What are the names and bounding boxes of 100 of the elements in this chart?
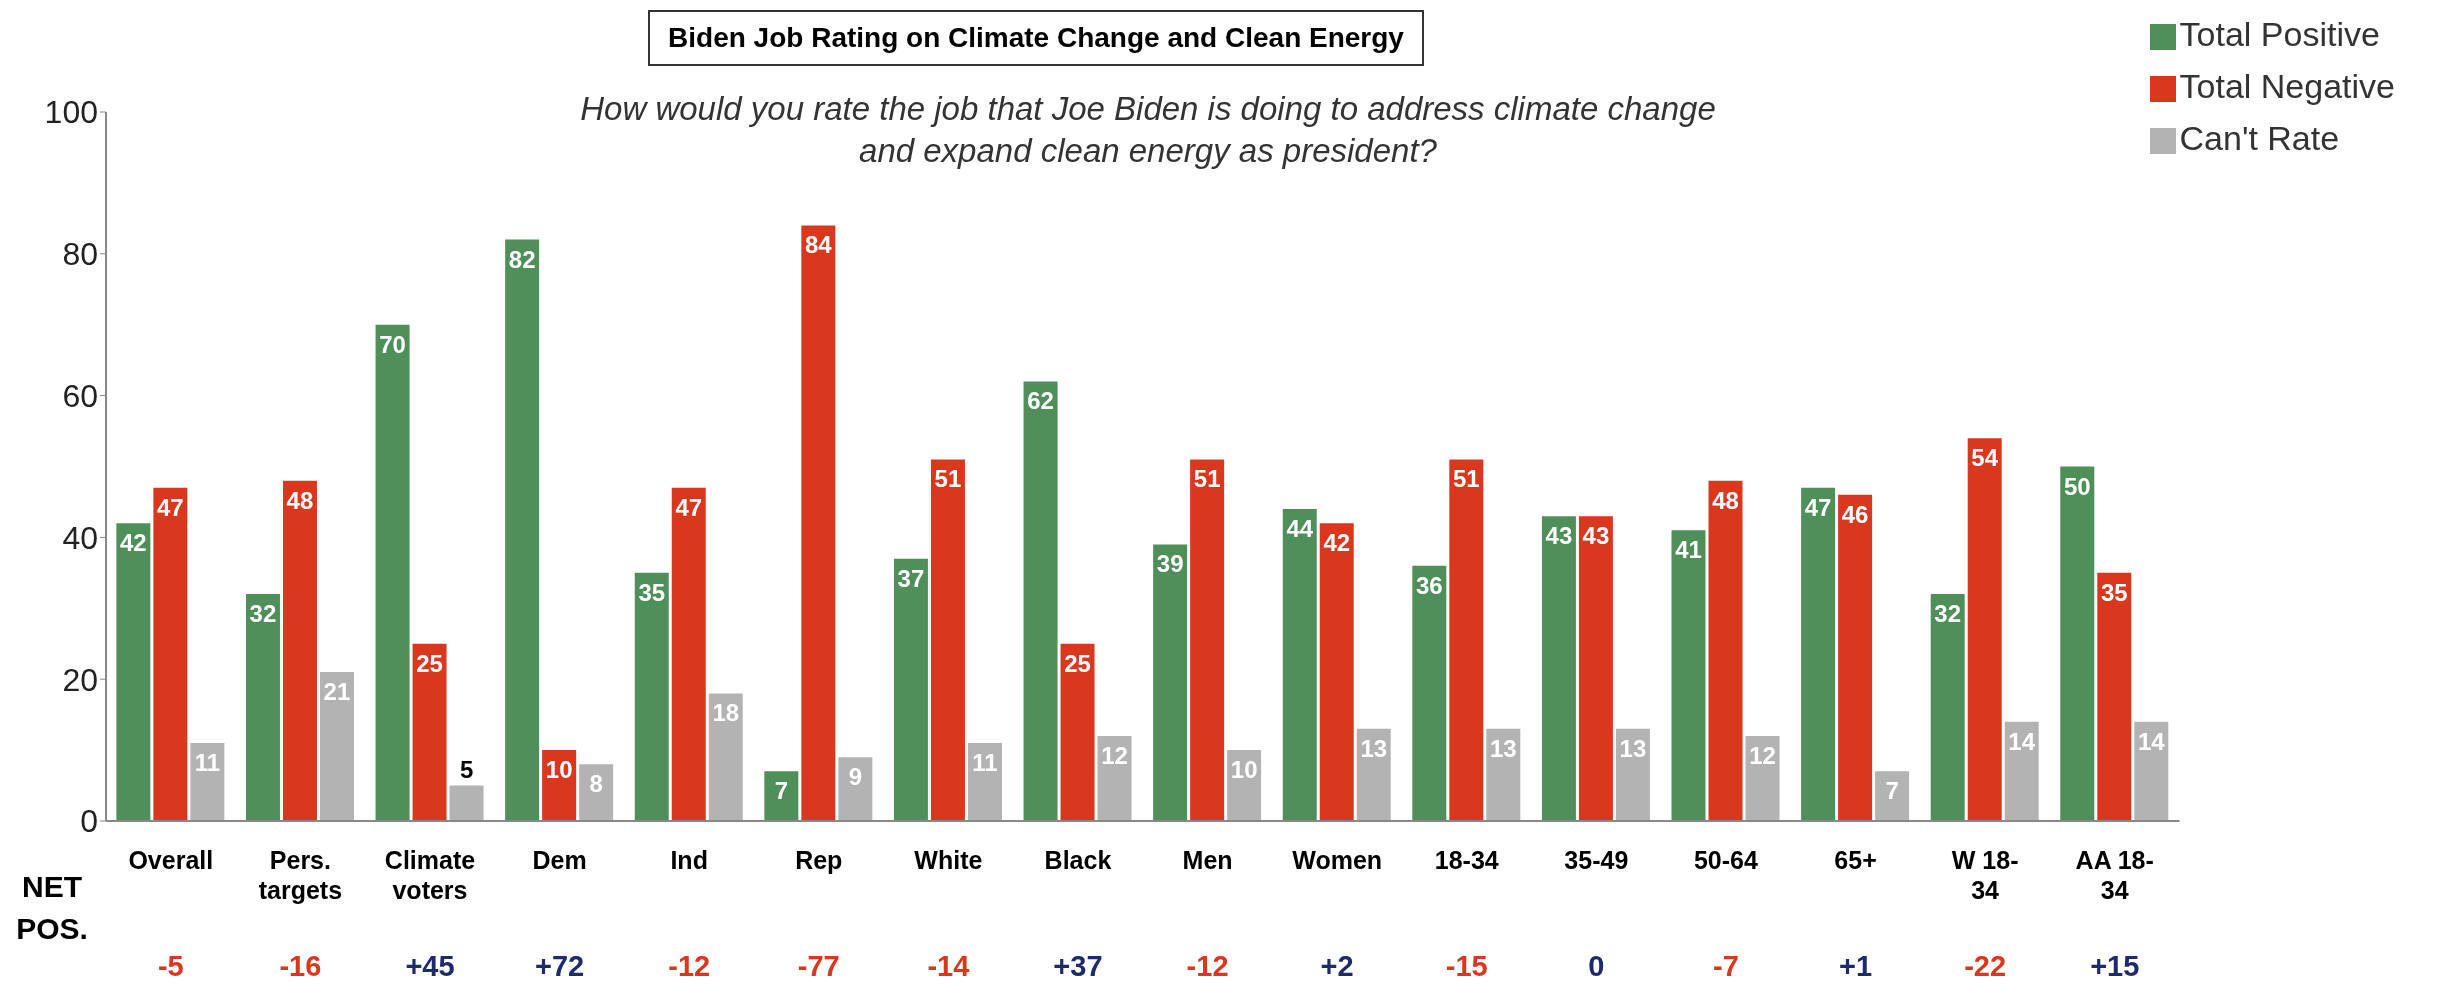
data-label: 82 <box>508 245 536 273</box>
data-label: 50 <box>2063 472 2091 500</box>
text: +1 <box>1839 950 1873 982</box>
data-label: 42 <box>120 529 147 557</box>
data-label: 47 <box>675 493 703 521</box>
text: +72 <box>534 950 585 982</box>
text: +15 <box>2090 950 2140 982</box>
x-tick-label: Overall <box>128 846 214 874</box>
bar <box>1449 459 1484 821</box>
data-label: 25 <box>1064 649 1091 677</box>
text: +45 <box>405 950 455 982</box>
bar <box>1930 594 1965 821</box>
x-tick-label: Women <box>1292 846 1383 874</box>
x-tick-label: Black <box>1044 846 1112 874</box>
bar <box>1745 735 1780 821</box>
bar <box>153 487 188 821</box>
x-tick-label: Pers. targets <box>258 846 343 904</box>
data-label: 14 <box>2137 727 2166 755</box>
bar <box>1153 544 1188 821</box>
bar <box>1708 480 1743 821</box>
bar <box>375 324 410 821</box>
data-label: 47 <box>157 493 184 521</box>
data-label: 47 <box>1804 493 1832 521</box>
bar <box>190 743 225 821</box>
data-label: 18 <box>712 699 740 727</box>
data-label: 48 <box>1712 486 1739 514</box>
bar <box>930 459 965 821</box>
text: -5 <box>157 950 184 982</box>
y-tick-label: 0 <box>80 803 98 840</box>
data-label: 43 <box>1545 522 1573 550</box>
text: -16 <box>279 950 322 982</box>
x-tick-label: Rep <box>795 846 843 874</box>
bar <box>1875 771 1910 821</box>
data-label: 42 <box>1323 529 1351 557</box>
bar <box>319 672 354 821</box>
data-label: 12 <box>1101 741 1128 769</box>
bar <box>764 771 799 821</box>
bar <box>505 239 540 821</box>
x-tick-label: Men <box>1182 846 1233 874</box>
chart-title: Biden Job Rating on Climate Change and Clean Energy <box>648 10 1424 66</box>
data-label: 70 <box>379 330 406 358</box>
bar <box>838 757 873 821</box>
x-tick-label: 18-34 <box>1434 846 1499 874</box>
y-tick-label: 40 <box>62 519 98 556</box>
data-label: 5 <box>459 755 474 783</box>
text: -12 <box>1186 950 1229 982</box>
data-label: 8 <box>589 770 603 798</box>
bar <box>245 594 280 821</box>
data-label: 11 <box>194 749 221 777</box>
data-label: 32 <box>1934 600 1962 628</box>
x-tick-label: 35-49 <box>1564 846 1629 874</box>
data-label: 11 <box>972 749 998 777</box>
bar <box>1967 438 2002 821</box>
bar <box>1578 516 1613 821</box>
text: +2 <box>1320 950 1354 982</box>
x-tick-label: Climate voters <box>384 846 476 904</box>
bar <box>1615 728 1650 821</box>
bar <box>2004 721 2039 821</box>
data-label: 44 <box>1286 515 1314 543</box>
bar <box>1541 516 1576 821</box>
x-tick-label: 65+ <box>1834 846 1877 874</box>
x-tick-label: AA 18-34 <box>2075 846 2154 904</box>
data-label: 10 <box>545 756 573 784</box>
text: -15 <box>1445 950 1488 982</box>
bar <box>282 480 317 821</box>
x-tick-label: Ind <box>670 846 708 874</box>
bar <box>2060 466 2095 821</box>
bar <box>671 487 706 821</box>
legend-label: Can't Rate <box>2179 119 2340 157</box>
data-label: 51 <box>1452 465 1480 493</box>
bar <box>1801 487 1836 821</box>
data-label: 25 <box>416 649 443 677</box>
x-tick-label: W 18-34 <box>1951 846 2019 904</box>
legend-label: Total Positive <box>2179 15 2380 53</box>
data-label: 37 <box>897 564 925 592</box>
bar <box>1282 509 1317 821</box>
y-tick-label: 100 <box>44 94 98 131</box>
data-label: 43 <box>1582 522 1610 550</box>
data-label: 62 <box>1027 387 1054 415</box>
text: -14 <box>927 950 970 982</box>
y-tick-label: 20 <box>62 661 98 698</box>
text: -22 <box>1964 950 2007 982</box>
text: -7 <box>1713 950 1739 982</box>
y-tick-label: 60 <box>62 377 98 414</box>
data-label: 35 <box>638 578 666 606</box>
data-label: 84 <box>804 231 833 259</box>
bar <box>579 764 614 821</box>
legend-label: Total Negative <box>2179 67 2395 105</box>
text: +37 <box>1053 950 1103 982</box>
bar <box>1023 381 1058 821</box>
bar <box>893 558 928 821</box>
bar <box>801 225 836 821</box>
text: 0 <box>1588 950 1605 982</box>
text: -12 <box>668 950 711 982</box>
bar <box>1097 735 1132 821</box>
bar <box>708 693 743 821</box>
bar <box>634 572 669 821</box>
data-label: 46 <box>1841 500 1869 528</box>
bar <box>1412 565 1447 821</box>
data-label: 51 <box>934 465 962 493</box>
